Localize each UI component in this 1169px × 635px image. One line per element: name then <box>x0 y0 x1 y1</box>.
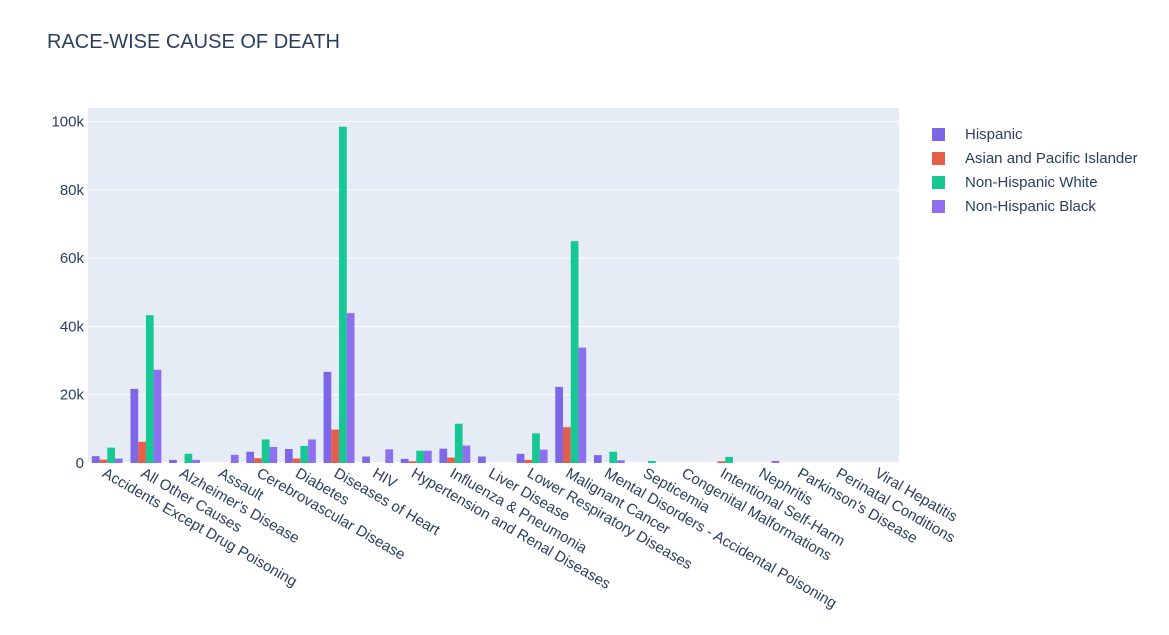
bar[interactable] <box>115 458 123 463</box>
legend: Hispanic Asian and Pacific Islander Non-Hi… <box>932 122 1138 218</box>
bar[interactable] <box>771 460 780 463</box>
legend-label: Non-Hispanic White <box>965 173 1098 191</box>
bar[interactable] <box>516 453 525 463</box>
bar[interactable] <box>400 458 409 463</box>
bar[interactable] <box>609 451 618 463</box>
bar[interactable] <box>447 457 455 463</box>
legend-item[interactable]: Asian and Pacific Islander <box>932 146 1138 170</box>
y-axis-ticks: 0 20k 40k 60k 80k 100k <box>51 114 84 472</box>
bar[interactable] <box>145 315 154 463</box>
bar[interactable] <box>99 459 108 463</box>
bars <box>91 126 780 464</box>
bar[interactable] <box>539 449 548 463</box>
chart-title: RACE-WISE CAUSE OF DEATH <box>47 31 340 53</box>
legend-item[interactable]: Non-Hispanic White <box>932 170 1138 194</box>
bar[interactable] <box>339 126 347 464</box>
y-tick-label: 40k <box>60 318 85 335</box>
bar[interactable] <box>478 456 486 463</box>
bar[interactable] <box>647 460 656 463</box>
bar[interactable] <box>153 369 162 463</box>
bar[interactable] <box>230 454 239 463</box>
legend-item[interactable]: Non-Hispanic Black <box>932 194 1138 218</box>
plot-background <box>88 108 899 463</box>
bar[interactable] <box>346 313 355 463</box>
y-tick-label: 20k <box>60 387 85 404</box>
bar[interactable] <box>439 448 448 463</box>
bar[interactable] <box>593 455 602 463</box>
legend-swatch <box>932 127 945 141</box>
bar[interactable] <box>269 446 278 463</box>
legend-swatch <box>932 199 945 213</box>
bar[interactable] <box>423 450 432 463</box>
bar[interactable] <box>725 456 733 463</box>
bar[interactable] <box>91 456 100 463</box>
bar[interactable] <box>300 445 309 463</box>
bar[interactable] <box>169 459 177 463</box>
y-tick-label: 80k <box>60 182 85 199</box>
bar[interactable] <box>261 439 270 463</box>
y-tick-label: 60k <box>60 250 85 267</box>
bar[interactable] <box>184 453 193 463</box>
bar[interactable] <box>323 371 332 463</box>
bar[interactable] <box>524 459 533 463</box>
bar[interactable] <box>532 433 540 463</box>
gridlines <box>88 121 899 464</box>
bar[interactable] <box>331 429 340 463</box>
bar[interactable] <box>107 447 116 463</box>
bar[interactable] <box>362 456 370 463</box>
bar[interactable] <box>462 445 471 463</box>
bar[interactable] <box>408 461 417 463</box>
y-tick-label: 100k <box>51 114 84 131</box>
bar[interactable] <box>617 460 625 463</box>
legend-label: Hispanic <box>965 125 1023 143</box>
bar[interactable] <box>416 450 424 463</box>
bar[interactable] <box>555 386 564 463</box>
legend-swatch <box>932 175 945 189</box>
bar[interactable] <box>308 439 316 463</box>
legend-item[interactable]: Hispanic <box>932 122 1138 146</box>
y-tick-label: 0 <box>76 455 84 472</box>
bar[interactable] <box>570 241 579 464</box>
bar[interactable] <box>385 449 394 463</box>
bar[interactable] <box>454 423 463 463</box>
bar[interactable] <box>292 458 301 463</box>
legend-swatch <box>932 151 945 165</box>
bar[interactable] <box>254 458 262 463</box>
legend-label: Asian and Pacific Islander <box>965 149 1138 167</box>
bar[interactable] <box>717 461 726 463</box>
bar[interactable] <box>284 449 293 463</box>
bar[interactable] <box>192 459 200 463</box>
bar[interactable] <box>130 388 139 463</box>
legend-label: Non-Hispanic Black <box>965 197 1096 215</box>
bar[interactable] <box>563 427 571 463</box>
bar[interactable] <box>138 441 146 463</box>
bar[interactable] <box>578 347 587 464</box>
bar[interactable] <box>246 451 255 463</box>
